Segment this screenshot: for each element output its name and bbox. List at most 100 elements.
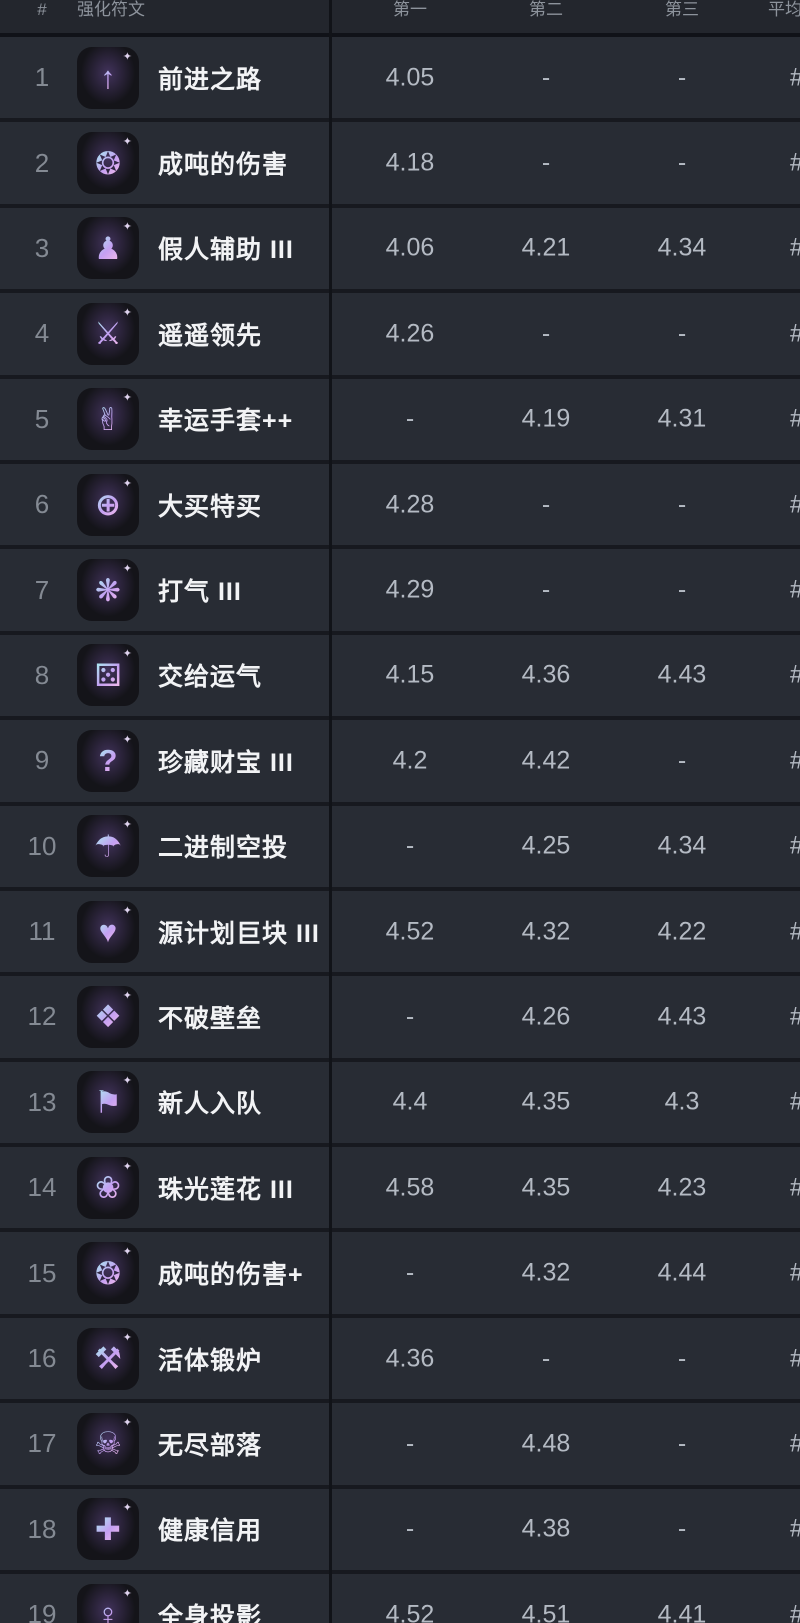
table-row[interactable]: 1 ↑ ✦ 前进之路 4.05 - - # xyxy=(0,37,800,123)
augment-table-body: 1 ↑ ✦ 前进之路 4.05 - - # 2 ❂ ✦ 成吨的伤害 4.18 -… xyxy=(0,37,800,1623)
second-place-value: 4.26 xyxy=(521,1002,571,1031)
third-place-value: - xyxy=(677,575,687,604)
rank-cell: 2 xyxy=(34,147,50,178)
second-place-value: 4.48 xyxy=(521,1429,571,1458)
first-place-value: 4.15 xyxy=(385,660,435,689)
icon-glyph: ☂ xyxy=(94,828,122,864)
table-row[interactable]: 4 ⚔ ✦ 遥遥领先 4.26 - - # xyxy=(0,293,800,379)
second-place-value: 4.42 xyxy=(521,746,571,775)
table-row[interactable]: 5 ✌ ✦ 幸运手套++ - 4.19 4.31 # xyxy=(0,378,800,464)
first-place-value: 4.52 xyxy=(385,1600,435,1623)
third-place-value: 4.34 xyxy=(657,233,707,262)
table-row[interactable]: 12 ❖ ✦ 不破壁垒 - 4.26 4.43 # xyxy=(0,976,800,1062)
icon-glyph: ✚ xyxy=(95,1511,121,1547)
table-row[interactable]: 3 ♟ ✦ 假人辅助 III 4.06 4.21 4.34 # xyxy=(0,207,800,294)
third-place-value: 4.44 xyxy=(657,1258,707,1287)
header-third-place[interactable]: 第三 xyxy=(665,0,699,19)
augment-name: 无尽部落 xyxy=(158,1431,263,1460)
second-place-value: 4.21 xyxy=(521,233,571,262)
sparkle-icon: ✦ xyxy=(122,1331,132,1344)
rank-cell: 13 xyxy=(27,1086,57,1117)
table-row[interactable]: 7 ❋ ✦ 打气 III 4.29 - - # xyxy=(0,549,800,635)
second-place-value: 4.19 xyxy=(521,404,571,433)
far-ahead-icon: ⚔ ✦ xyxy=(77,302,139,365)
second-place-value: 4.35 xyxy=(521,1087,571,1116)
second-place-value: 4.32 xyxy=(521,1258,571,1287)
table-row[interactable]: 19 ♀ ✦ 全身投影 4.52 4.51 4.41 # xyxy=(0,1574,800,1623)
sparkle-icon: ✦ xyxy=(122,1416,132,1429)
third-place-value: - xyxy=(677,319,687,348)
table-row[interactable]: 16 ⚒ ✦ 活体锻炉 4.36 - - # xyxy=(0,1317,800,1404)
full-body-projection-icon: ♀ ✦ xyxy=(77,1583,139,1623)
third-place-value: 4.22 xyxy=(657,917,707,946)
first-place-value: 4.29 xyxy=(385,575,435,604)
rank-cell: 10 xyxy=(27,830,57,861)
icon-glyph: ❀ xyxy=(95,1170,121,1206)
header-average-clipped[interactable]: 平均 xyxy=(768,0,800,19)
new-recruit-icon: ⚑ ✦ xyxy=(77,1071,139,1134)
first-place-value: 4.28 xyxy=(385,490,435,519)
pump-up-icon: ❋ ✦ xyxy=(77,559,139,622)
healthy-credit-icon: ✚ ✦ xyxy=(77,1498,139,1561)
first-place-value: 4.2 xyxy=(392,746,428,775)
icon-glyph: ⚔ xyxy=(94,316,122,352)
tons-of-damage-icon: ❂ ✦ xyxy=(77,132,139,195)
table-row[interactable]: 17 ☠ ✦ 无尽部落 - 4.48 - # xyxy=(0,1403,800,1489)
first-place-value: 4.58 xyxy=(385,1173,435,1202)
second-place-value: 4.35 xyxy=(521,1173,571,1202)
table-row[interactable]: 10 ☂ ✦ 二进制空投 - 4.25 4.34 # xyxy=(0,805,800,891)
third-place-value: 4.31 xyxy=(657,404,707,433)
first-place-value: - xyxy=(405,1514,415,1543)
table-row[interactable]: 13 ⚑ ✦ 新人入队 4.4 4.35 4.3 # xyxy=(0,1061,800,1148)
clipped-average-value: # xyxy=(790,1173,800,1202)
third-place-value: - xyxy=(677,746,687,775)
sparkle-icon: ✦ xyxy=(122,477,132,490)
augment-name: 二进制空投 xyxy=(158,834,289,863)
first-place-value: - xyxy=(405,1429,415,1458)
icon-glyph: ⚒ xyxy=(94,1341,122,1377)
table-row[interactable]: 15 ❂ ✦ 成吨的伤害+ - 4.32 4.44 # xyxy=(0,1232,800,1318)
second-place-value: - xyxy=(541,63,551,92)
tons-of-damage-plus-icon: ❂ ✦ xyxy=(77,1242,139,1305)
augment-name: 新人入队 xyxy=(158,1090,263,1119)
table-row[interactable]: 6 ⊕ ✦ 大买特买 4.28 - - # xyxy=(0,463,800,550)
second-place-value: - xyxy=(541,319,551,348)
third-place-value: - xyxy=(677,63,687,92)
icon-glyph: ✌ xyxy=(95,401,121,437)
table-header: # 强化符文 第一 第二 第三 平均 xyxy=(0,0,800,37)
third-place-value: 4.34 xyxy=(657,831,707,860)
rank-cell: 16 xyxy=(27,1343,57,1374)
project-chunk-icon: ♥ ✦ xyxy=(77,900,139,963)
augment-name: 健康信用 xyxy=(158,1517,263,1546)
icon-glyph: ❂ xyxy=(95,1255,121,1291)
clipped-average-value: # xyxy=(790,746,800,775)
sparkle-icon: ✦ xyxy=(122,221,132,234)
augment-name: 成吨的伤害+ xyxy=(158,1261,304,1290)
table-row[interactable]: 2 ❂ ✦ 成吨的伤害 4.18 - - # xyxy=(0,122,800,208)
header-second-place[interactable]: 第二 xyxy=(529,0,563,19)
table-row[interactable]: 9 ? ✦ 珍藏财宝 III 4.2 4.42 - # xyxy=(0,720,800,806)
third-place-value: - xyxy=(677,1344,687,1373)
augment-name: 活体锻炉 xyxy=(158,1346,263,1375)
table-row[interactable]: 14 ❀ ✦ 珠光莲花 III 4.58 4.35 4.23 # xyxy=(0,1147,800,1233)
first-place-value: 4.52 xyxy=(385,917,435,946)
augment-name: 珍藏财宝 III xyxy=(158,748,294,777)
clipped-average-value: # xyxy=(790,63,800,92)
rank-cell: 11 xyxy=(28,916,56,947)
header-first-place[interactable]: 第一 xyxy=(393,0,427,19)
second-place-value: 4.32 xyxy=(521,917,571,946)
rank-cell: 8 xyxy=(34,659,50,690)
table-row[interactable]: 18 ✚ ✦ 健康信用 - 4.38 - # xyxy=(0,1488,800,1575)
table-row[interactable]: 11 ♥ ✦ 源计划巨块 III 4.52 4.32 4.22 # xyxy=(0,890,800,977)
second-place-value: 4.51 xyxy=(521,1600,571,1623)
clipped-average-value: # xyxy=(790,405,800,434)
clipped-average-value: # xyxy=(790,1259,800,1288)
rank-cell: 9 xyxy=(34,745,50,776)
table-row[interactable]: 8 ⚄ ✦ 交给运气 4.15 4.36 4.43 # xyxy=(0,634,800,721)
augment-name: 假人辅助 III xyxy=(158,236,294,265)
augment-name: 幸运手套++ xyxy=(158,407,294,436)
first-place-value: - xyxy=(405,404,415,433)
sparkle-icon: ✦ xyxy=(122,1075,132,1088)
augment-name: 打气 III xyxy=(158,578,242,607)
